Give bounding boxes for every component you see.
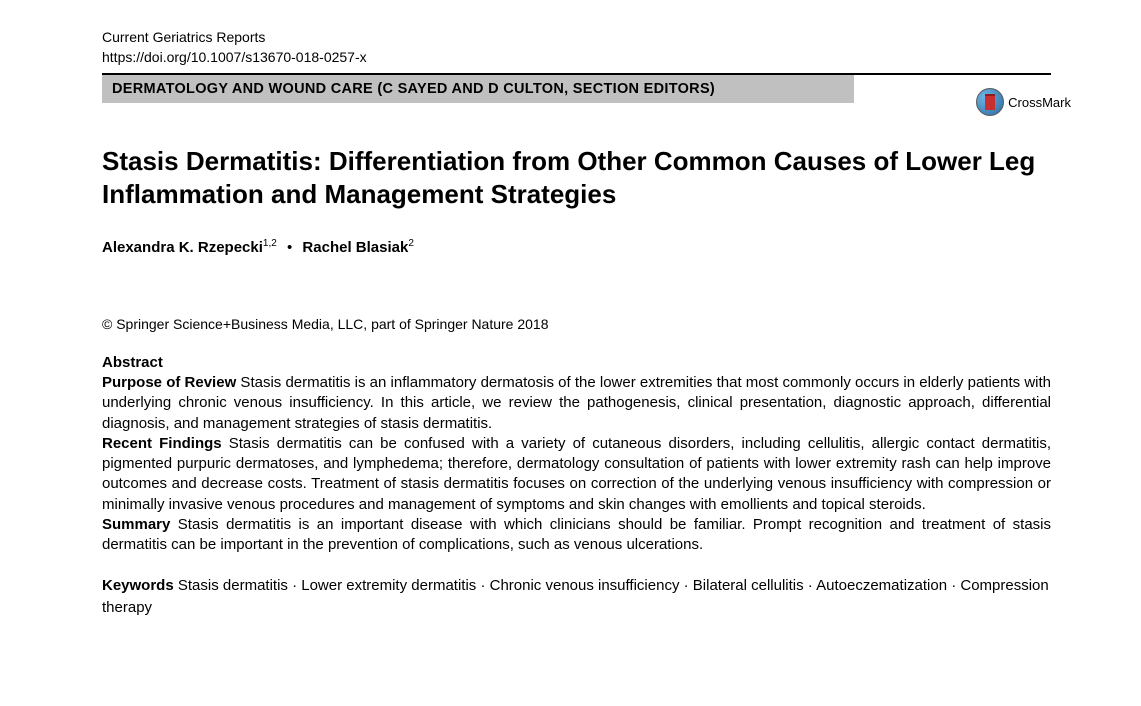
keywords-label: Keywords [102,577,174,594]
purpose-label: Purpose of Review [102,374,236,391]
purpose-text: Stasis dermatitis is an inflammatory der… [102,374,1051,432]
authors-line: Alexandra K. Rzepecki1,2 • Rachel Blasia… [102,238,1051,256]
findings-label: Recent Findings [102,435,222,452]
crossmark-label: CrossMark [1008,95,1071,110]
copyright-line: © Springer Science+Business Media, LLC, … [102,316,1051,332]
summary-text: Stasis dermatitis is an important diseas… [102,516,1051,553]
abstract-body: Purpose of Review Stasis dermatitis is a… [102,373,1051,555]
author-separator: • [287,239,292,256]
article-title: Stasis Dermatitis: Differentiation from … [102,145,1051,210]
author-affil: 2 [408,238,414,249]
keywords-list: Stasis dermatitis · Lower extremity derm… [102,577,1049,616]
journal-header: Current Geriatrics Reports https://doi.o… [102,28,1051,67]
keywords-block: Keywords Stasis dermatitis · Lower extre… [102,575,1051,619]
author-name: Rachel Blasiak [302,239,408,256]
crossmark-icon [976,88,1004,116]
findings-text: Stasis dermatitis can be confused with a… [102,435,1051,513]
journal-name: Current Geriatrics Reports [102,28,1051,48]
author-affil: 1,2 [263,238,277,249]
title-block: Stasis Dermatitis: Differentiation from … [102,145,1051,210]
summary-label: Summary [102,516,170,533]
journal-doi[interactable]: https://doi.org/10.1007/s13670-018-0257-… [102,48,1051,68]
author-name: Alexandra K. Rzepecki [102,239,263,256]
crossmark-badge[interactable]: CrossMark [976,88,1071,116]
section-banner: DERMATOLOGY AND WOUND CARE (C SAYED AND … [102,75,854,103]
abstract-heading: Abstract [102,354,1051,371]
